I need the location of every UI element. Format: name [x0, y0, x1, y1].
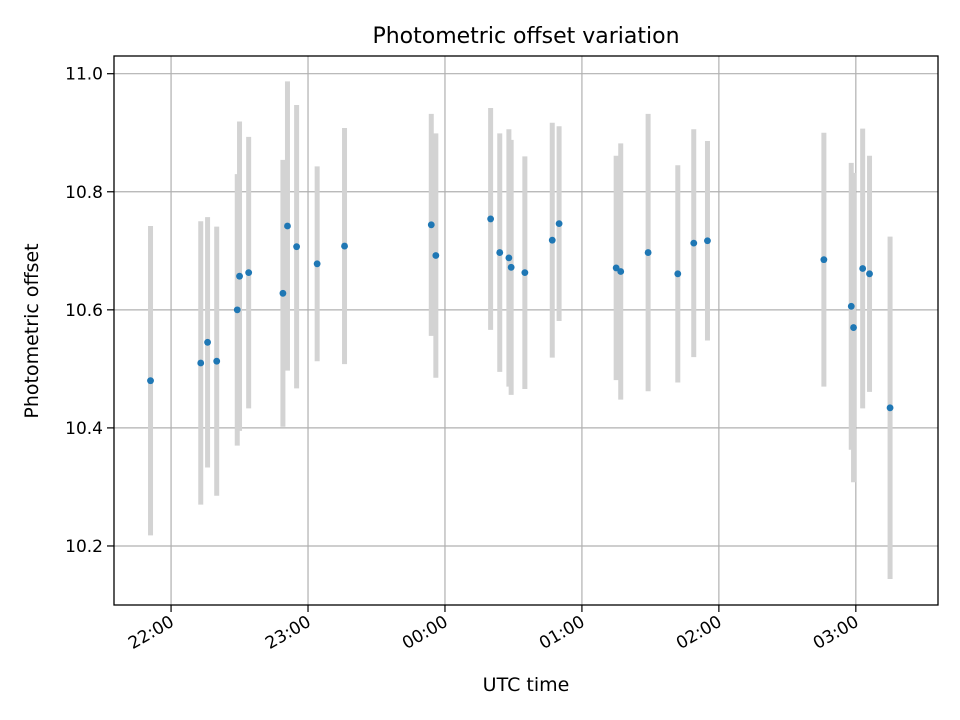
data-point — [690, 239, 698, 247]
y-tick-label: 10.4 — [65, 419, 103, 439]
data-point — [548, 236, 556, 244]
data-point — [284, 222, 291, 230]
y-tick-label: 10.6 — [65, 301, 103, 321]
data-point — [279, 289, 287, 297]
y-tick-label: 11.0 — [65, 65, 103, 85]
y-tick-label: 10.8 — [65, 183, 103, 203]
data-point — [313, 260, 321, 268]
data-point — [147, 377, 154, 385]
data-point — [674, 270, 682, 278]
data-point — [704, 237, 711, 245]
chart-title: Photometric offset variation — [372, 24, 679, 49]
data-point — [612, 264, 620, 272]
y-axis-label: Photometric offset — [21, 243, 43, 418]
data-point — [245, 269, 253, 277]
data-point — [505, 254, 513, 262]
data-point — [866, 270, 873, 278]
x-axis-label: UTC time — [483, 674, 570, 696]
data-point — [507, 263, 515, 271]
data-point — [496, 249, 504, 256]
data-points — [147, 215, 894, 412]
y-tick-label: 10.2 — [65, 537, 103, 557]
data-point — [204, 338, 211, 346]
data-point — [293, 243, 301, 251]
data-point — [233, 306, 241, 314]
data-point — [847, 302, 855, 310]
plot-frame — [113, 55, 939, 606]
data-point — [427, 221, 435, 229]
data-point — [236, 272, 243, 280]
data-point — [886, 404, 894, 412]
data-point — [617, 268, 625, 275]
data-point — [859, 265, 867, 272]
data-point — [432, 252, 440, 259]
data-point — [644, 249, 652, 256]
data-point — [197, 359, 205, 367]
data-point — [555, 220, 563, 228]
data-point — [521, 269, 529, 277]
data-point — [850, 324, 857, 331]
data-point — [213, 357, 221, 365]
data-point — [487, 215, 495, 223]
data-point — [820, 256, 828, 264]
data-point — [341, 242, 348, 250]
